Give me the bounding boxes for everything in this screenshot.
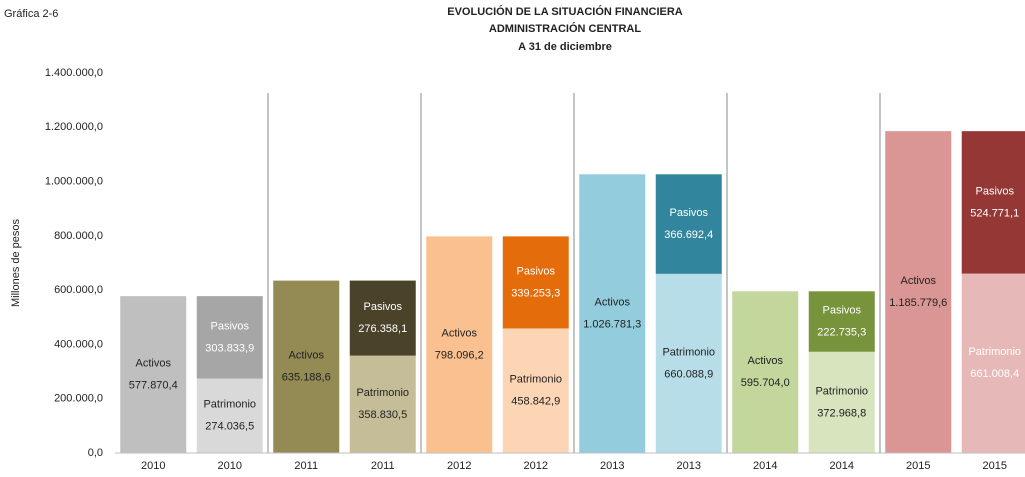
data-label: 661.008,4	[970, 368, 1019, 380]
data-label: 524.771,1	[970, 207, 1019, 219]
y-tick-label: 200.000,0	[54, 393, 103, 405]
y-tick-label: 400.000,0	[54, 338, 103, 350]
chart-title: A 31 de diciembre	[518, 41, 612, 53]
bar-segment	[502, 236, 569, 329]
data-label: 1.185.779,6	[889, 297, 947, 309]
series-label: Pasivos	[516, 265, 555, 277]
bar-segment	[196, 378, 263, 453]
data-label: 1.026.781,3	[583, 319, 641, 331]
x-tick-label: 2010	[141, 460, 165, 472]
data-label: 577.870,4	[129, 379, 178, 391]
y-tick-label: 0,0	[88, 447, 103, 459]
series-label: Pasivos	[975, 185, 1014, 197]
data-label: 339.253,3	[511, 287, 560, 299]
y-tick-label: 800.000,0	[54, 230, 103, 242]
series-label: Pasivos	[363, 301, 402, 313]
series-label: Patrimonio	[662, 346, 715, 358]
x-tick-label: 2011	[371, 460, 395, 472]
bar-segment	[732, 291, 799, 453]
data-label: 595.704,0	[741, 377, 790, 389]
bar-segment	[502, 328, 569, 453]
x-tick-label: 2013	[677, 460, 701, 472]
bar-segment	[426, 236, 493, 453]
x-tick-label: 2011	[294, 460, 318, 472]
data-label: 276.358,1	[358, 323, 407, 335]
data-label: 660.088,9	[664, 368, 713, 380]
series-label: Activos	[901, 275, 937, 287]
y-tick-label: 600.000,0	[54, 284, 103, 296]
series-label: Activos	[136, 357, 172, 369]
bar-segment	[961, 273, 1025, 453]
series-label: Pasivos	[210, 320, 249, 332]
data-label: 303.833,9	[205, 342, 254, 354]
series-label: Patrimonio	[203, 399, 256, 411]
series-label: Activos	[289, 350, 325, 362]
series-label: Patrimonio	[356, 387, 409, 399]
bar-segment	[349, 280, 416, 356]
data-label: 458.842,9	[511, 396, 560, 408]
series-label: Patrimonio	[815, 385, 868, 397]
chart-title: EVOLUCIÓN DE LA SITUACIÓN FINANCIERA	[447, 5, 683, 18]
data-label: 222.735,3	[817, 326, 866, 338]
bar-segment	[349, 355, 416, 453]
series-label: Activos	[442, 328, 478, 340]
bar-segment	[885, 131, 952, 453]
x-tick-label: 2010	[218, 460, 242, 472]
x-tick-label: 2012	[447, 460, 471, 472]
x-tick-label: 2012	[524, 460, 548, 472]
bar-segment	[655, 174, 722, 274]
data-label: 372.968,8	[817, 407, 866, 419]
data-label: 358.830,5	[358, 409, 407, 421]
x-tick-label: 2015	[983, 460, 1007, 472]
data-label: 798.096,2	[435, 350, 484, 362]
series-label: Activos	[748, 355, 784, 367]
figure-label: Gráfica 2-6	[4, 8, 58, 20]
y-axis-label: Millones de pesos	[10, 218, 22, 307]
series-label: Activos	[595, 297, 631, 309]
data-label: 274.036,5	[205, 421, 254, 433]
y-tick-label: 1.200.000,0	[45, 121, 103, 133]
bar-segment	[961, 131, 1025, 274]
bar-segment	[808, 291, 875, 352]
bar-segment	[579, 174, 646, 453]
x-tick-label: 2015	[906, 460, 930, 472]
bar-segment	[655, 273, 722, 453]
chart-title: ADMINISTRACIÓN CENTRAL	[489, 22, 641, 35]
x-tick-label: 2014	[830, 460, 854, 472]
data-label: 635.188,6	[282, 372, 331, 384]
bar-segment	[120, 296, 187, 453]
x-tick-label: 2013	[600, 460, 624, 472]
bar-segment	[196, 296, 263, 379]
series-label: Pasivos	[669, 207, 708, 219]
y-tick-label: 1.000.000,0	[45, 175, 103, 187]
x-tick-label: 2014	[753, 460, 777, 472]
bar-segment	[808, 351, 875, 453]
bar-segment	[273, 280, 340, 453]
series-label: Patrimonio	[968, 346, 1021, 358]
data-label: 366.692,4	[664, 229, 713, 241]
y-tick-label: 1.400.000,0	[45, 67, 103, 79]
series-label: Patrimonio	[509, 374, 562, 386]
series-label: Pasivos	[822, 304, 861, 316]
